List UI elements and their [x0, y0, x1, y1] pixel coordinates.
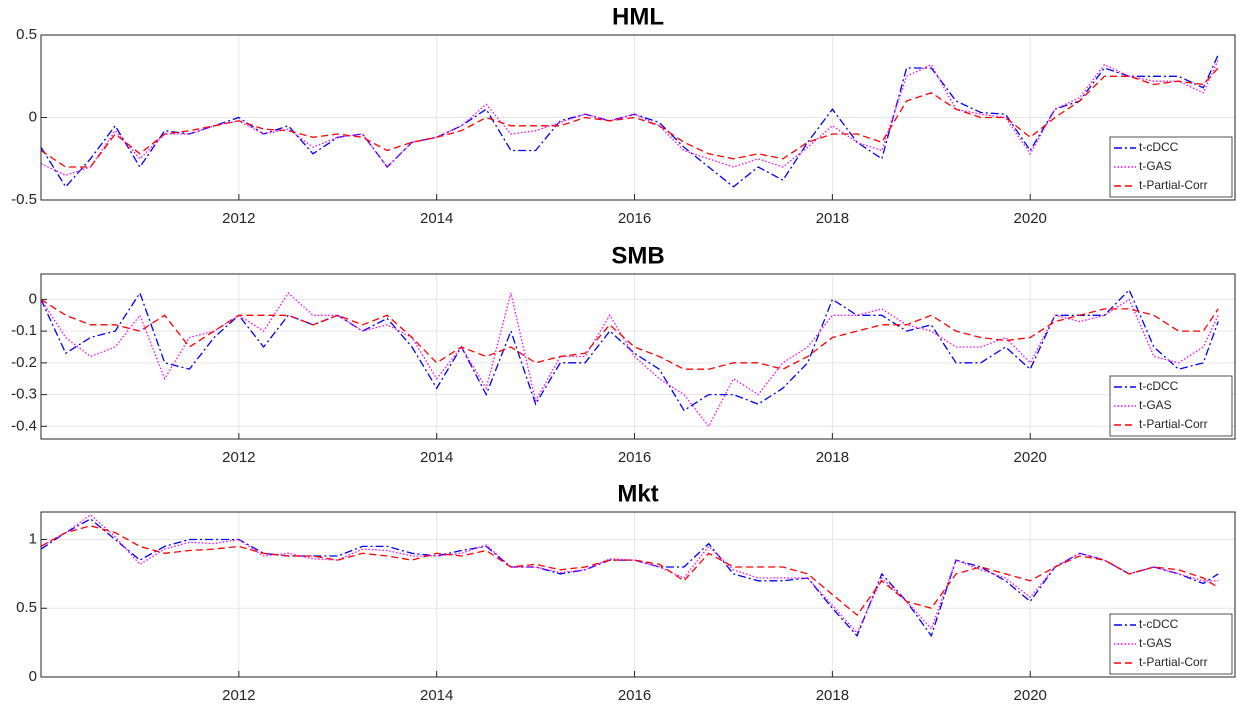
y-tick-label: 1	[29, 530, 37, 547]
legend-label: t-GAS	[1139, 636, 1172, 650]
series-line	[40, 518, 1219, 638]
y-tick-label: 0	[29, 668, 37, 685]
y-tick-label: -0.4	[11, 417, 37, 434]
chart-title: SMB	[611, 242, 664, 269]
x-tick-label: 2016	[618, 449, 651, 466]
x-tick-label: 2018	[816, 687, 849, 704]
y-tick-label: 0	[29, 108, 37, 125]
legend-label: t-Partial-Corr	[1139, 417, 1208, 431]
x-tick-label: 2014	[420, 687, 453, 704]
chart-title: HML	[612, 3, 664, 30]
x-tick-label: 2018	[816, 449, 849, 466]
legend-label: t-GAS	[1139, 159, 1172, 173]
y-tick-label: -0.2	[11, 354, 37, 371]
plot-area	[41, 512, 1235, 677]
x-tick-label: 2020	[1014, 210, 1047, 227]
legend-label: t-Partial-Corr	[1139, 178, 1208, 192]
y-tick-label: 0.5	[16, 599, 37, 616]
subplot: SMB -0.4 -0.3 -0.2 -0.1 0 2012 2014 2016 2018 2020…	[11, 242, 1236, 466]
y-tick-label: -0.1	[11, 322, 37, 339]
subplot: HML -0.5 0 0.5 2012 2014 2016 2018 2020 t-cDCC t-G…	[11, 3, 1236, 227]
x-tick-label: 2012	[222, 210, 255, 227]
axes-box	[40, 34, 1236, 201]
x-tick-label: 2020	[1014, 449, 1047, 466]
x-tick-label: 2016	[618, 687, 651, 704]
legend-label: t-cDCC	[1139, 379, 1179, 393]
x-tick-label: 2014	[420, 210, 453, 227]
legend-box	[1109, 375, 1233, 437]
series-line	[40, 513, 1219, 635]
series-line	[40, 54, 1219, 188]
legend-label: t-Partial-Corr	[1139, 655, 1208, 669]
x-tick-label: 2018	[816, 210, 849, 227]
legend: t-cDCC t-GAS t-Partial-Corr	[1109, 136, 1233, 198]
y-tick-label: 0.5	[16, 26, 37, 43]
legend-box	[1109, 136, 1233, 198]
y-tick-label: 0	[29, 290, 37, 307]
series-line	[40, 298, 1219, 370]
series-line	[40, 525, 1219, 617]
x-tick-label: 2020	[1014, 687, 1047, 704]
legend: t-cDCC t-GAS t-Partial-Corr	[1109, 613, 1233, 675]
axes-box	[40, 273, 1236, 440]
plot-area	[41, 274, 1235, 439]
x-tick-label: 2016	[618, 210, 651, 227]
legend-label: t-GAS	[1139, 398, 1172, 412]
x-tick-label: 2012	[222, 449, 255, 466]
legend-label: t-cDCC	[1139, 617, 1179, 631]
legend: t-cDCC t-GAS t-Partial-Corr	[1109, 375, 1233, 437]
x-tick-label: 2014	[420, 449, 453, 466]
y-tick-label: -0.5	[11, 191, 37, 208]
x-tick-label: 2012	[222, 687, 255, 704]
axes-box	[40, 511, 1236, 678]
series-line	[40, 292, 1219, 428]
series-line	[40, 67, 1219, 168]
chart-title: Mkt	[617, 480, 658, 507]
legend-label: t-cDCC	[1139, 140, 1179, 154]
y-tick-label: -0.3	[11, 386, 37, 403]
legend-box	[1109, 613, 1233, 675]
